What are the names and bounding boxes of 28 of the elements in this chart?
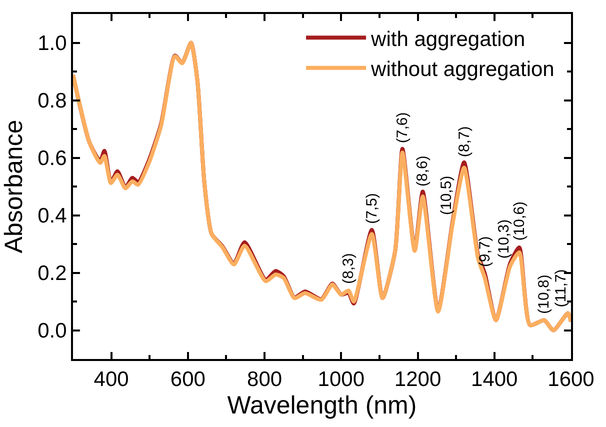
annotation: (7,6): [394, 112, 411, 144]
annotation: (7,5): [364, 193, 381, 224]
annotation: (10,5): [438, 176, 455, 215]
legend-label: with aggregation: [370, 28, 526, 51]
y-tick-label: 1.0: [38, 32, 67, 56]
annotation: (11,7): [552, 269, 570, 308]
x-tick-label: 800: [247, 368, 282, 392]
x-tick-label: 600: [170, 368, 206, 392]
x-tick-label: 1400: [471, 368, 518, 392]
x-tick-label: 1000: [318, 368, 365, 392]
y-tick-label: 0.4: [38, 204, 68, 228]
x-tick-label: 1600: [548, 368, 594, 392]
annotation: (8,3): [340, 253, 357, 284]
annotation: (10,3): [495, 219, 512, 259]
annotation: (10,6): [510, 201, 528, 241]
x-tick-label: 400: [94, 368, 129, 392]
y-tick-label: 0.8: [38, 90, 67, 113]
legend-label: without aggregation: [370, 58, 554, 82]
y-tick-label: 0.0: [38, 320, 67, 343]
annotation: (8,7): [456, 126, 474, 158]
y-tick-label: 0.2: [38, 262, 67, 286]
y-axis-title: Absorbance: [0, 120, 28, 254]
x-axis-title: Wavelength (nm): [227, 392, 417, 420]
annotation: (8,6): [414, 156, 431, 186]
annotation: (9,7): [476, 236, 494, 268]
y-tick-label: 0.6: [38, 147, 67, 170]
x-tick-label: 1200: [394, 368, 442, 392]
annotation: (10,8): [535, 274, 552, 314]
